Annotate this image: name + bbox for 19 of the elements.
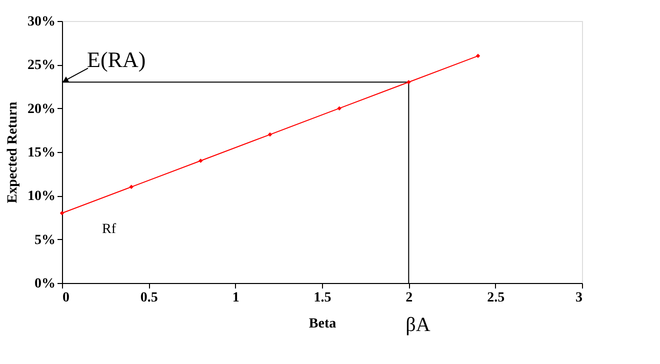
x-tick-label: 0 <box>62 290 70 306</box>
y-tick-label: 30% <box>28 14 56 30</box>
x-tick-label: 1.5 <box>314 290 332 306</box>
x-axis-title: Beta <box>308 316 336 332</box>
x-tick-label: 1 <box>232 290 240 306</box>
y-tick-label: 5% <box>34 232 56 248</box>
y-tick-label: 10% <box>28 189 56 204</box>
x-tick-label: 2.5 <box>487 290 505 306</box>
y-tick-label: 15% <box>28 146 56 160</box>
y-tick-label: 0% <box>34 276 56 292</box>
ref-line-label: βA <box>406 314 431 336</box>
x-tick-label: 0.5 <box>140 290 158 306</box>
ref-line-label: E(RA) <box>87 47 146 72</box>
y-axis-title: Expected Return <box>6 102 20 204</box>
annotation: Rf <box>102 222 116 238</box>
y-tick-label: 25% <box>28 58 56 74</box>
x-tick-label: 2 <box>406 290 413 306</box>
y-tick-label: 20% <box>28 102 56 117</box>
x-tick-label: 3 <box>576 290 582 306</box>
